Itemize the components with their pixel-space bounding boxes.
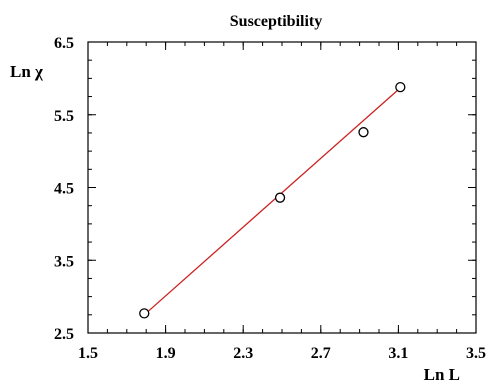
y-tick-label: 5.5 [54,108,74,125]
y-tick-label: 4.5 [54,181,74,198]
x-axis-label: Ln L [424,365,460,384]
y-tick-label: 6.5 [54,35,74,52]
x-tick-label: 3.1 [388,345,408,362]
x-tick-label: 2.3 [233,345,253,362]
plot-frame [87,41,477,334]
axis-ticks [87,41,477,334]
y-tick-label: 2.5 [54,326,74,343]
data-point [139,308,150,319]
x-tick-label: 3.5 [466,345,486,362]
x-tick-label: 1.9 [156,345,176,362]
y-tick-label: 3.5 [54,253,74,270]
y-tick-labels: 2.5 3.5 4.5 5.5 6.5 [54,35,74,343]
fit-line-group [143,87,401,316]
y-axis-label: Ln χ [10,62,43,81]
data-point [274,192,286,203]
fit-line [143,87,401,316]
chart-title: Susceptibility [230,13,322,30]
data-points [139,81,406,319]
x-tick-label: 2.7 [311,345,331,362]
x-tick-labels: 1.5 1.9 2.3 2.7 3.1 3.5 [78,345,486,362]
data-point [395,81,406,93]
x-tick-label: 1.5 [78,345,98,362]
data-point [358,127,369,138]
